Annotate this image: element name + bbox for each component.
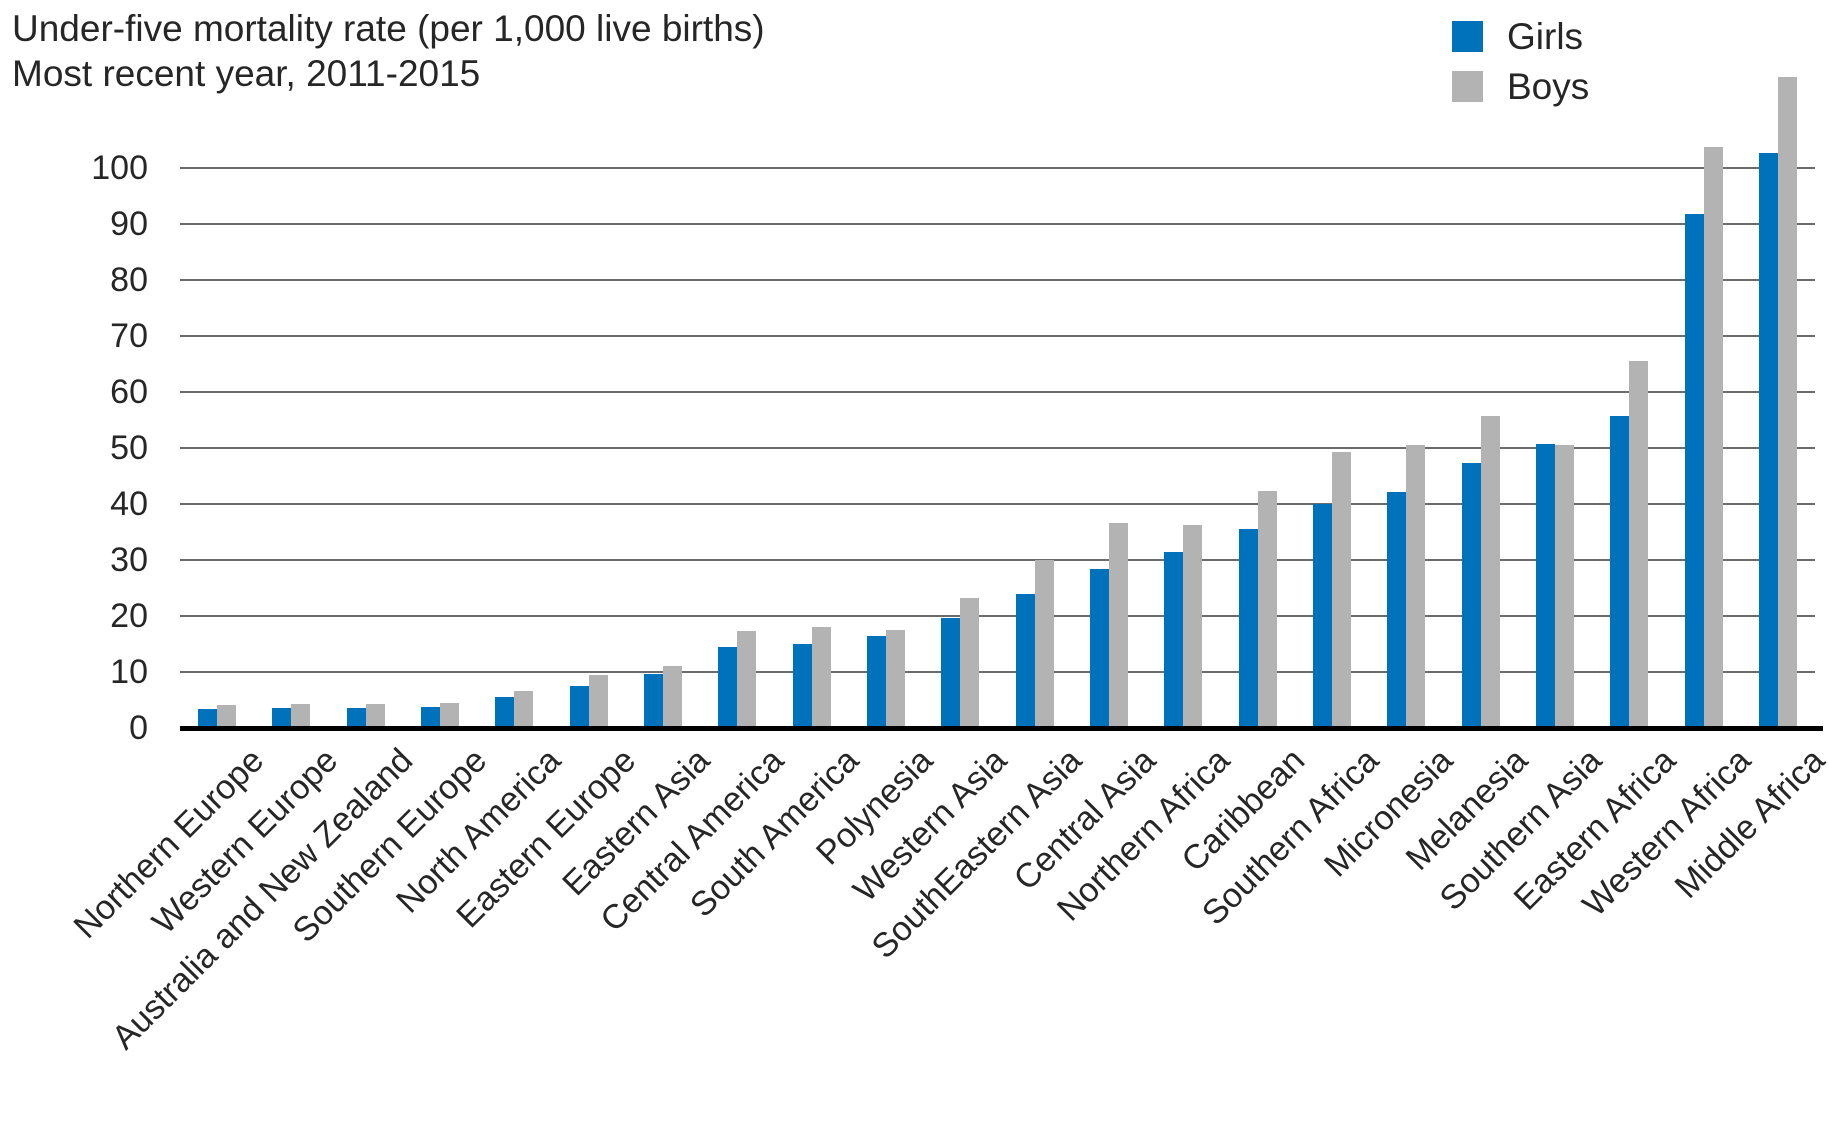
gridline-20 (180, 615, 1815, 617)
bar-girls-southern-asia (1535, 443, 1555, 728)
bar-boys-eastern-europe (588, 675, 608, 728)
gridline-90 (180, 223, 1815, 225)
y-tick-label-50: 50 (110, 429, 148, 467)
y-tick-label-60: 60 (110, 373, 148, 411)
y-tick-label-20: 20 (110, 597, 148, 635)
y-tick-label-70: 70 (110, 317, 148, 355)
bar-girls-northern-africa (1164, 551, 1184, 728)
chart-title-line1: Under-five mortality rate (per 1,000 liv… (12, 8, 765, 49)
legend-item-girls: Girls (1452, 16, 1589, 57)
bar-boys-western-africa (1703, 147, 1723, 728)
bar-boys-north-america (514, 691, 534, 728)
bar-girls-micronesia (1387, 491, 1407, 728)
y-tick-label-10: 10 (110, 653, 148, 691)
bar-girls-middle-africa (1758, 152, 1778, 728)
bar-girls-eastern-africa (1610, 415, 1630, 728)
bar-boys-southern-europe (440, 702, 460, 728)
bar-boys-southern-asia (1554, 444, 1574, 728)
bar-boys-northern-africa (1183, 525, 1203, 728)
bar-boys-australia-and-new-zealand (365, 703, 385, 728)
legend-label-boys: Boys (1507, 66, 1590, 107)
bar-girls-southeastern-asia (1015, 593, 1035, 728)
bar-boys-south-america (811, 627, 831, 728)
boys-swatch-icon (1452, 71, 1483, 102)
bar-girls-south-america (792, 644, 812, 728)
bar-boys-central-america (737, 630, 757, 728)
bar-boys-central-asia (1108, 523, 1128, 728)
chart-title-line2: Most recent year, 2011-2015 (12, 53, 481, 94)
gridline-30 (180, 559, 1815, 561)
legend-label-girls: Girls (1507, 16, 1584, 57)
x-axis-baseline (180, 726, 1823, 731)
gridline-70 (180, 335, 1815, 337)
bar-girls-northern-europe (198, 708, 218, 728)
y-tick-label-90: 90 (110, 205, 148, 243)
girls-swatch-icon (1452, 21, 1483, 52)
gridline-10 (180, 671, 1815, 673)
bar-boys-northern-europe (217, 705, 237, 728)
bar-girls-western-asia (941, 617, 961, 728)
y-tick-label-40: 40 (110, 485, 148, 523)
gridline-60 (180, 391, 1815, 393)
bar-girls-western-europe (272, 708, 292, 728)
bar-boys-eastern-africa (1629, 361, 1649, 728)
gridline-80 (180, 279, 1815, 281)
bar-boys-melanesia (1480, 415, 1500, 728)
bar-boys-caribbean (1257, 491, 1277, 728)
y-tick-label-0: 0 (129, 709, 148, 747)
gridline-40 (180, 503, 1815, 505)
bar-girls-north-america (495, 696, 515, 728)
bar-girls-australia-and-new-zealand (346, 707, 366, 728)
y-tick-label-30: 30 (110, 541, 148, 579)
legend: Girls Boys (1452, 16, 1590, 121)
chart-title: Under-five mortality rate (per 1,000 liv… (12, 6, 765, 96)
bar-boys-western-europe (291, 704, 311, 728)
bar-boys-polynesia (886, 630, 906, 728)
bar-girls-central-america (718, 647, 738, 728)
bar-girls-eastern-asia (644, 674, 664, 728)
bar-boys-middle-africa (1777, 76, 1797, 728)
y-tick-label-80: 80 (110, 261, 148, 299)
bar-girls-melanesia (1461, 462, 1481, 728)
bar-girls-caribbean (1238, 529, 1258, 728)
bar-girls-southern-africa (1312, 504, 1332, 728)
gridline-100 (180, 167, 1815, 169)
bar-boys-micronesia (1406, 444, 1426, 728)
gridline-50 (180, 447, 1815, 449)
bar-girls-southern-europe (421, 706, 441, 728)
bar-boys-eastern-asia (663, 665, 683, 728)
bar-girls-western-africa (1684, 214, 1704, 728)
bar-boys-southeastern-asia (1034, 560, 1054, 728)
legend-item-boys: Boys (1452, 66, 1590, 107)
bar-boys-western-asia (960, 597, 980, 728)
bar-girls-eastern-europe (569, 686, 589, 728)
bar-girls-central-asia (1089, 568, 1109, 728)
bar-boys-southern-africa (1331, 451, 1351, 728)
y-tick-label-100: 100 (91, 149, 148, 187)
bar-girls-polynesia (867, 635, 887, 728)
